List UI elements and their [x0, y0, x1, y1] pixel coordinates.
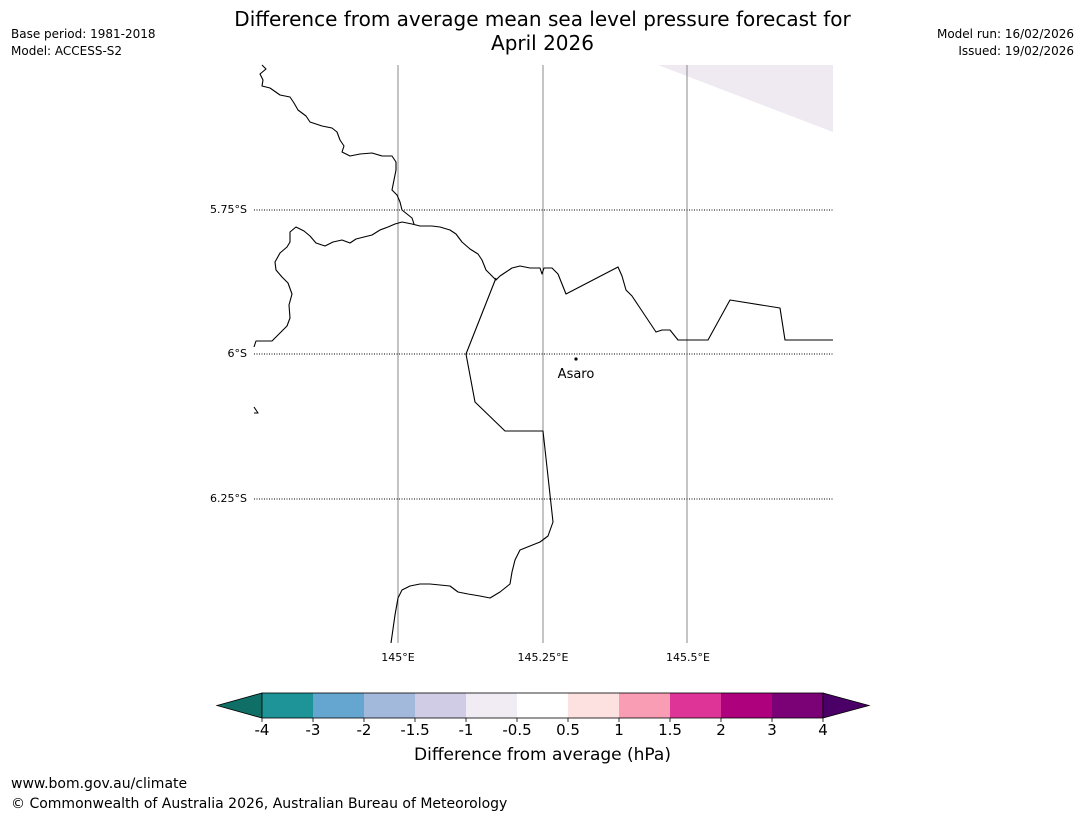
colorbar-tick-label: 3: [767, 721, 777, 739]
colorbar-tick-label: -2: [357, 721, 372, 739]
asaro-label: Asaro: [558, 367, 595, 382]
colorbar-outline: [261, 692, 824, 719]
boundary-internal-line: [390, 277, 554, 644]
colorbar-tick-label: -1: [459, 721, 474, 739]
colorbar-swatch: [670, 693, 721, 718]
colorbar-swatch: [466, 693, 517, 718]
meta-right: Model run: 16/02/2026 Issued: 19/02/2026: [937, 26, 1074, 60]
lon-label-145-25: 145.25°E: [518, 651, 569, 664]
colorbar-swatch: [619, 693, 670, 718]
colorbar-ticks: -4 -3 -2 -1.5 -1 -0.5 0.5 1 1.5 2 3 4: [255, 718, 828, 739]
colorbar-swatch: [721, 693, 772, 718]
title-line-1: Difference from average mean sea level p…: [234, 7, 851, 31]
title-line-2: April 2026: [491, 31, 594, 55]
lat-label-5-75: 5.75°S: [210, 203, 247, 216]
footer-copyright: © Commonwealth of Australia 2026, Austra…: [11, 796, 508, 812]
colorbar-tick-label: 4: [818, 721, 828, 739]
issued-text: Issued: 19/02/2026: [958, 44, 1074, 58]
colorbar-swatch: [313, 693, 364, 718]
model-text: Model: ACCESS-S2: [11, 44, 123, 58]
colorbar-swatch: [517, 693, 568, 718]
lon-label-145-5: 145.5°E: [666, 651, 710, 664]
asaro-marker: [574, 357, 578, 361]
colorbar-swatch: [364, 693, 415, 718]
colorbar-label: Difference from average (hPa): [414, 745, 671, 765]
anomaly-shading: [658, 65, 833, 132]
boundary-central-loop: [253, 221, 833, 348]
colorbar-swatch: [415, 693, 466, 718]
colorbar-extend-high: [822, 692, 871, 719]
lon-label-145: 145°E: [381, 651, 414, 664]
colorbar-tick-label: 2: [716, 721, 726, 739]
lat-label-6-25: 6.25°S: [210, 492, 247, 505]
lat-label-6: 6°S: [228, 347, 247, 360]
colorbar-swatches: [215, 692, 871, 719]
colorbar-tick-label: -0.5: [502, 721, 531, 739]
chart-title: Difference from average mean sea level p…: [0, 7, 1085, 55]
colorbar-swatch: [262, 693, 313, 718]
model-run-text: Model run: 16/02/2026: [936, 27, 1074, 41]
colorbar-tick-label: 1: [614, 721, 624, 739]
colorbar-tick-label: 0.5: [556, 721, 580, 739]
colorbar-tick-label: -4: [255, 721, 270, 739]
colorbar-extend-low: [215, 692, 263, 719]
colorbar-swatch: [772, 693, 823, 718]
colorbar-tick-label: 1.5: [658, 721, 682, 739]
colorbar-swatch: [568, 693, 619, 718]
footer: www.bom.gov.au/climate © Commonwealth of…: [11, 774, 507, 814]
footer-url[interactable]: www.bom.gov.au/climate: [11, 776, 188, 792]
base-period-text: Base period: 1981-2018: [11, 27, 156, 41]
colorbar-tick-label: -3: [306, 721, 321, 739]
colorbar-tick-label: -1.5: [400, 721, 429, 739]
boundary-north-west: [259, 64, 415, 225]
meta-left: Base period: 1981-2018 Model: ACCESS-S2: [11, 26, 156, 60]
boundary-fragment: [253, 406, 259, 414]
